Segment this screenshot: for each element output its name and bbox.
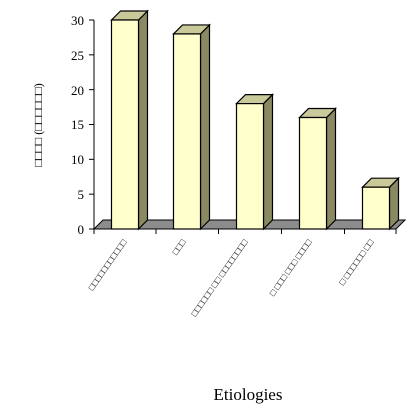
x-category-labels: □□□□□□□□□□□ □□□ □□□□□□ □□ □□□□□□□□ □ □□□… (86, 237, 376, 318)
bar-front (172, 33, 202, 230)
x-category-label: □ □□□ □□□ □□□□ (267, 237, 314, 298)
y-tick-label: 5 (78, 187, 85, 202)
y-tick-label: 0 (78, 222, 85, 237)
y-tick-label: 10 (71, 152, 84, 167)
x-category-label: □□□□□□□□□□□ (86, 237, 129, 292)
bar-front (361, 186, 391, 230)
bar-side (137, 9, 149, 231)
y-axis-title: □□□□ (□□□□□□) (31, 83, 45, 166)
bar (172, 23, 211, 231)
y-tick-label: 15 (71, 117, 84, 132)
x-category-label: □□□□□□ □□ □□□□□□□□ (189, 237, 250, 318)
bars (110, 9, 400, 231)
bar (298, 107, 337, 231)
x-category-label: □ □□□□□□ □□ (337, 237, 376, 287)
x-axis-title: Etiologies (214, 385, 283, 404)
bar (235, 93, 274, 231)
bar-side (262, 93, 274, 231)
bar-front (110, 19, 140, 230)
bar-side (199, 23, 211, 231)
bar (110, 9, 149, 231)
bar (361, 176, 400, 231)
y-tick-labels: 0 5 10 15 20 25 30 (71, 13, 84, 237)
y-tick-label: 20 (71, 83, 84, 98)
y-tick-label: 25 (71, 48, 84, 63)
bar-front (235, 102, 265, 230)
bar-side (325, 107, 337, 231)
x-category-label: □□□ (170, 237, 188, 257)
y-tick-label: 30 (71, 13, 84, 28)
y-axis (89, 19, 397, 234)
bar-front (298, 116, 328, 230)
